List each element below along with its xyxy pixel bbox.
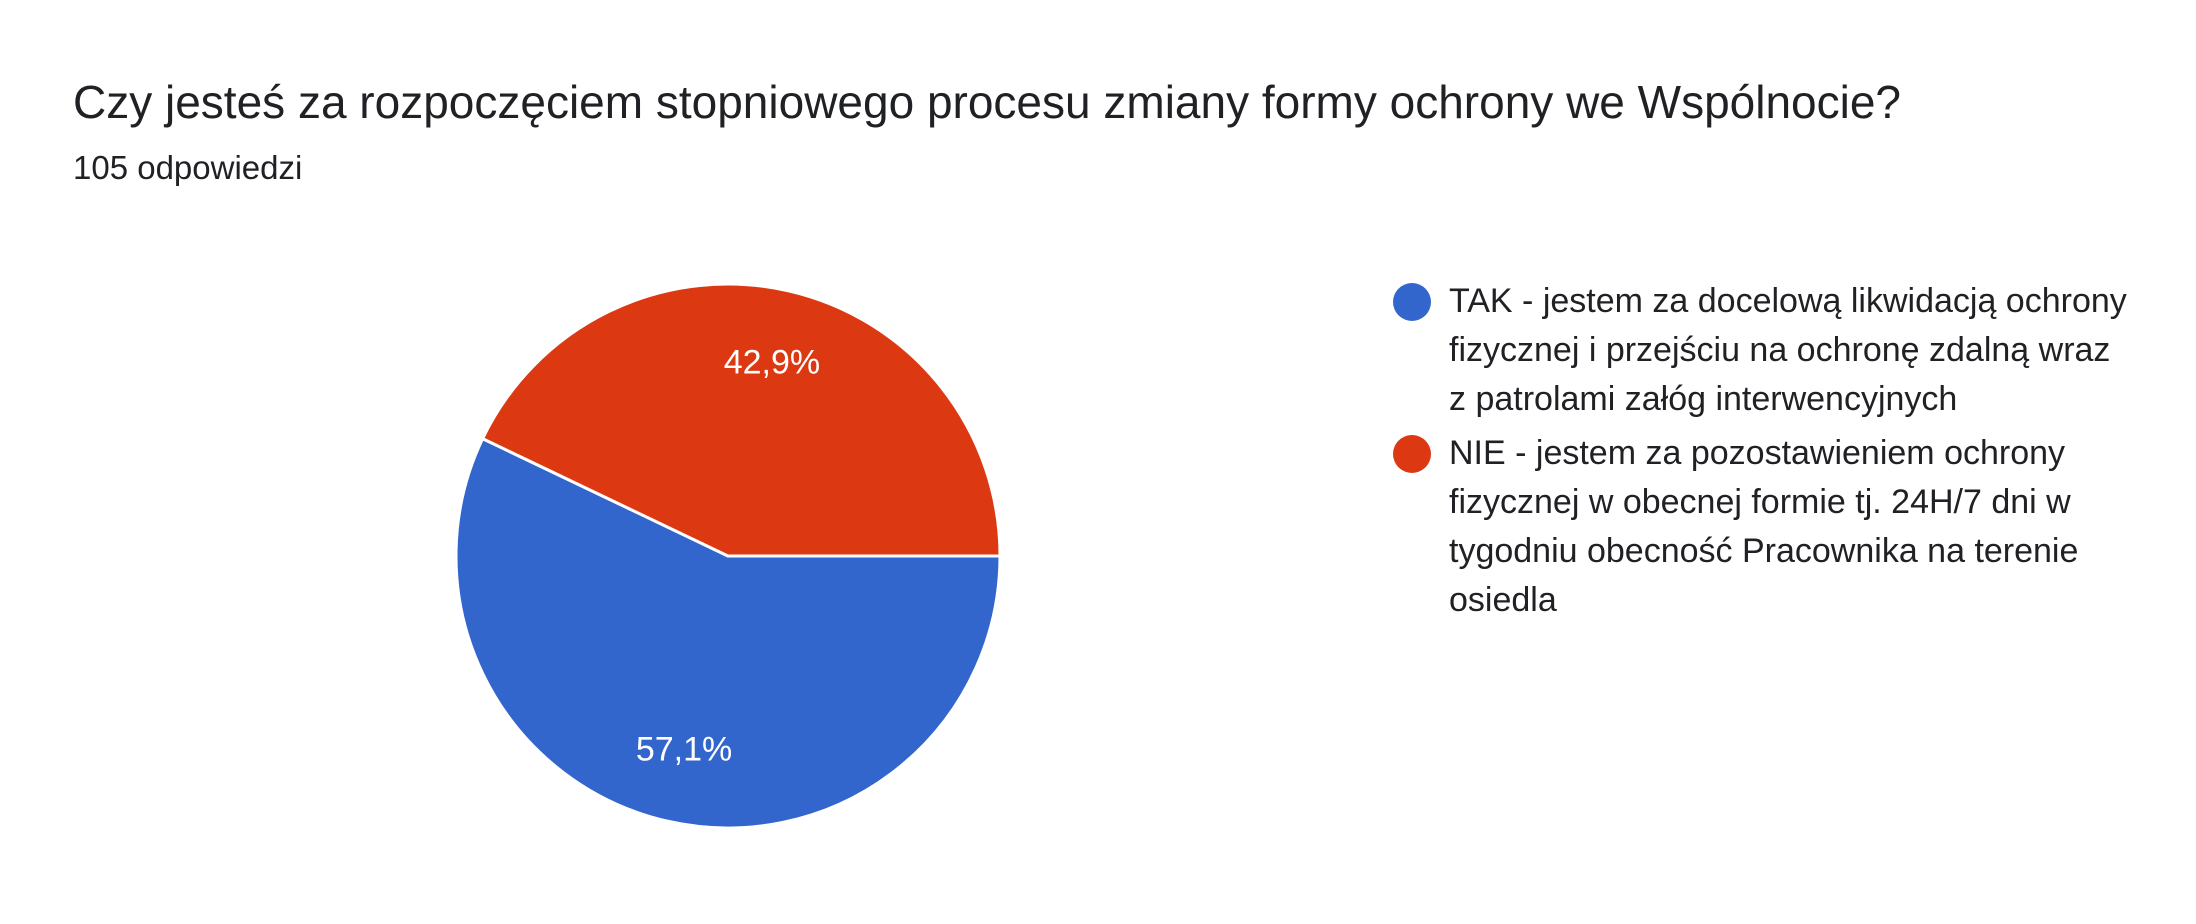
pie-label-nie: 42,9% (724, 343, 820, 381)
legend-label-nie: NIE - jestem za pozostawieniem ochrony f… (1449, 434, 2079, 619)
legend-label-tak: TAK - jestem za docelową likwidacją ochr… (1449, 282, 2127, 418)
chart-title: Czy jesteś za rozpoczęciem stopniowego p… (73, 76, 1902, 128)
legend-item-tak[interactable]: TAK - jestem za docelową likwidacją ochr… (1393, 277, 2133, 424)
legend: TAK - jestem za docelową likwidacją ochr… (1393, 277, 2133, 630)
legend-swatch-tak (1393, 283, 1431, 321)
response-count: 105 odpowiedzi (73, 149, 303, 186)
pie-slice-tak[interactable] (454, 437, 1002, 830)
pie-label-tak: 57,1% (636, 731, 732, 769)
legend-item-nie[interactable]: NIE - jestem za pozostawieniem ochrony f… (1393, 429, 2133, 625)
legend-swatch-nie (1393, 435, 1431, 473)
pie-slice-nie[interactable] (481, 282, 1002, 558)
